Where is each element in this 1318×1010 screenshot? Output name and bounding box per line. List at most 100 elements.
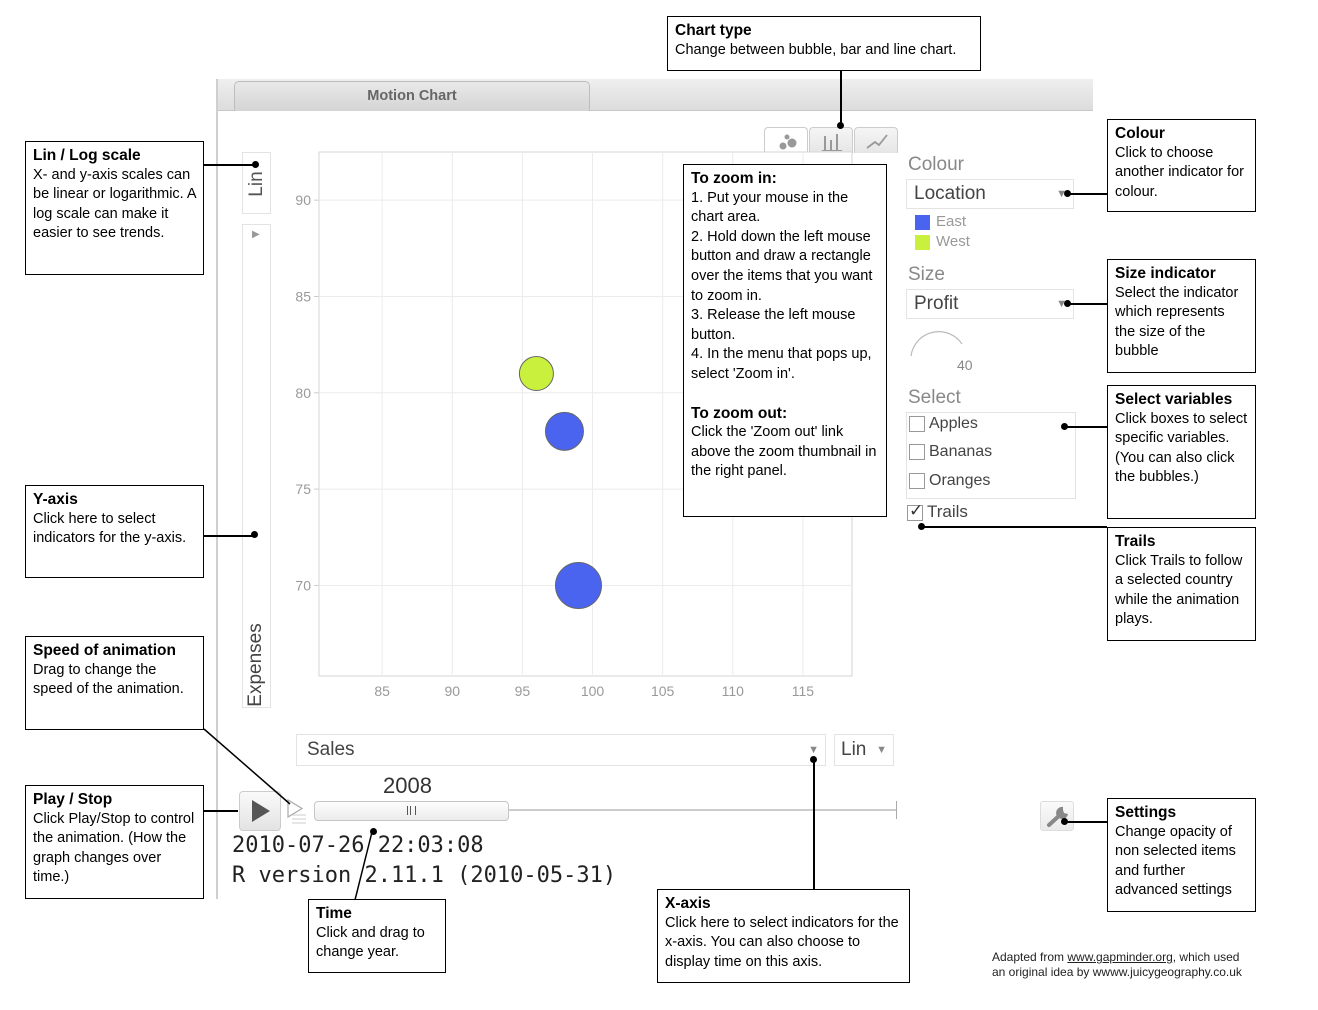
checkbox-apples[interactable]	[909, 415, 925, 432]
leader-dot	[370, 828, 377, 835]
y-axis-variable-selector[interactable]: ▶ Expenses	[242, 224, 271, 708]
legend-item-east: East	[915, 212, 970, 232]
x-scale-label: Lin	[841, 739, 867, 760]
y-tick-label: 70	[295, 577, 311, 593]
callout-title: Size indicator	[1115, 265, 1216, 282]
colour-selector[interactable]: Location ▼	[906, 179, 1074, 209]
select-item-label: Apples	[929, 415, 978, 432]
leader-line	[204, 810, 238, 812]
x-tick-label: 115	[792, 683, 815, 699]
timeline-track[interactable]	[314, 809, 897, 811]
callout-speed-of-animation: Speed of animation Drag to change the sp…	[25, 636, 204, 730]
callout-settings: Settings Change opacity of non selected …	[1107, 798, 1256, 912]
callout-body: Click Play/Stop to control the animation…	[33, 810, 195, 886]
callout-body: Click to choose another indicator for co…	[1115, 144, 1244, 200]
callout-title: Lin / Log scale	[33, 147, 141, 164]
bubble-icon	[779, 134, 797, 150]
size-scale-value: 40	[957, 357, 973, 373]
callout-title: Colour	[1115, 125, 1165, 142]
zoom-in-title: To zoom in:	[691, 170, 777, 187]
bubble-point[interactable]	[544, 411, 584, 451]
leader-dot	[837, 122, 844, 129]
y-axis-dropdown-arrow: ▶	[252, 229, 260, 240]
credit-text: Adapted from www.gapminder.org, which us…	[992, 950, 1242, 980]
callout-body: Click Trails to follow a selected countr…	[1115, 552, 1243, 628]
select-list: Apples Bananas Oranges	[906, 412, 1076, 499]
leader-dot	[1061, 818, 1068, 825]
trails-label: Trails	[927, 502, 968, 521]
leader-line	[840, 70, 842, 126]
callout-body: Drag to change the speed of the animatio…	[33, 661, 184, 698]
chevron-down-icon: ▼	[1056, 298, 1067, 310]
check-icon: ✓	[909, 500, 924, 520]
select-item-bananas[interactable]: Bananas	[909, 443, 992, 461]
callout-body: X- and y-axis scales can be linear or lo…	[33, 166, 196, 242]
x-tick-label: 110	[722, 683, 745, 699]
play-button[interactable]	[239, 791, 281, 831]
chevron-down-icon: ▼	[1056, 188, 1067, 200]
animation-speed-slider[interactable]	[286, 797, 310, 827]
select-item-oranges[interactable]: Oranges	[909, 472, 990, 490]
x-scale-lin-log-button[interactable]: Lin ▼	[834, 734, 894, 766]
leader-line	[1064, 426, 1107, 428]
size-selector[interactable]: Profit ▼	[906, 289, 1074, 319]
credit-line-1: Adapted from www.gapminder.org, which us…	[992, 950, 1242, 965]
bubble-point[interactable]	[554, 561, 602, 609]
zoom-in-step-1: 1. Put your mouse in the chart area.	[691, 189, 849, 226]
select-item-label: Bananas	[929, 443, 993, 460]
line-chart-icon	[866, 134, 888, 149]
size-scale-icon	[910, 331, 963, 357]
callout-zoom: To zoom in: 1. Put your mouse in the cha…	[683, 164, 887, 517]
callout-body: Click boxes to select specific variables…	[1115, 410, 1248, 486]
colour-value: Location	[914, 183, 986, 204]
play-icon	[252, 800, 270, 822]
time-slider-handle[interactable]	[314, 801, 509, 821]
zoom-out-title: To zoom out:	[691, 404, 788, 422]
legend-label-west: West	[936, 233, 970, 250]
bubble-point[interactable]	[518, 356, 554, 392]
callout-title: Time	[316, 905, 352, 922]
size-value: Profit	[914, 293, 959, 314]
tab-motion-chart[interactable]: Motion Chart	[234, 81, 590, 111]
legend-label-east: East	[936, 213, 967, 230]
y-tick-label: 90	[295, 192, 311, 208]
callout-body: Change opacity of non selected items and…	[1115, 823, 1236, 899]
motion-chart-widget: Motion Chart Lin ▶ Expenses 85 90 95 100 105…	[216, 79, 1093, 899]
leader-line	[204, 535, 254, 537]
leader-line	[813, 759, 815, 889]
callout-select-variables: Select variables Click boxes to select s…	[1107, 385, 1256, 519]
y-tick-label: 80	[295, 385, 311, 401]
trails-toggle[interactable]: ✓ Trails	[907, 501, 968, 522]
leader-line	[204, 164, 256, 166]
bar-chart-button[interactable]	[809, 127, 853, 153]
y-scale-lin-log-button[interactable]: Lin	[242, 152, 271, 214]
x-tick-label: 95	[515, 683, 531, 699]
chevron-down-icon: ▼	[808, 744, 819, 756]
credit-line-2: an original idea by wwww.juicygeography.…	[992, 965, 1242, 979]
callout-body: Click here to select indicators for the …	[33, 510, 187, 547]
leader-dot	[918, 523, 925, 530]
leader-dot	[251, 531, 258, 538]
checkbox-bananas[interactable]	[909, 443, 925, 460]
credit-middle: , which used	[1172, 950, 1240, 964]
bubble-chart-button[interactable]	[764, 127, 808, 153]
line-chart-button[interactable]	[854, 127, 898, 153]
trails-checkbox[interactable]: ✓	[907, 501, 923, 521]
callout-chart-type: Chart type Change between bubble, bar an…	[667, 16, 981, 71]
callout-colour: Colour Click to choose another indicator…	[1107, 119, 1256, 212]
checkbox-oranges[interactable]	[909, 472, 925, 489]
leader-dot	[1061, 423, 1068, 430]
callout-play-stop: Play / Stop Click Play/Stop to control t…	[25, 785, 204, 899]
x-axis-variable-selector[interactable]: Sales ▼	[296, 734, 826, 766]
select-item-label: Oranges	[929, 472, 991, 489]
gapminder-link[interactable]: www.gapminder.org	[1067, 950, 1173, 964]
leader-dot	[1064, 300, 1071, 307]
leader-line	[1067, 193, 1107, 195]
settings-button[interactable]	[1040, 801, 1074, 831]
timeline-end-tick	[896, 801, 897, 819]
x-axis-variable-label: Sales	[307, 739, 355, 760]
callout-body: Select the indicator which represents th…	[1115, 284, 1239, 360]
size-heading: Size	[908, 264, 945, 285]
select-heading: Select	[908, 387, 961, 408]
select-item-apples[interactable]: Apples	[909, 415, 978, 433]
